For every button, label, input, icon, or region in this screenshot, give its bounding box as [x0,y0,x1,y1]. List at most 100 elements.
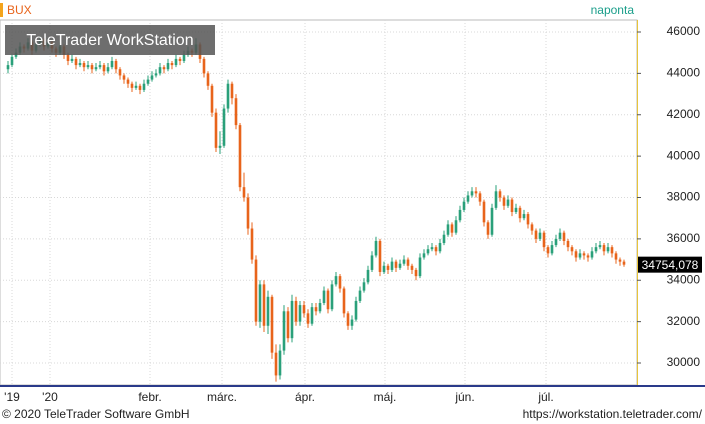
candle-body [622,261,626,265]
candle-body [466,195,470,202]
candle-body [426,249,430,254]
candle-body [430,247,434,250]
x-tick-label: júl. [537,390,553,404]
candle-body [166,63,170,70]
candle-body [506,199,510,206]
candle-body [346,313,350,326]
copyright: © 2020 TeleTrader Software GmbH [2,407,190,421]
candle-body [162,67,166,70]
candle-body [146,79,150,84]
y-tick-label: 38000 [667,190,701,204]
candle-body [406,259,410,266]
candle-body [554,238,558,246]
candle-body [558,232,562,239]
candle-body [370,255,374,270]
candle-body [74,58,78,66]
watermark-box [5,25,215,55]
candle-body [454,220,458,233]
candle-body [106,67,110,72]
candle-body [206,73,210,86]
candle-body [402,259,406,264]
plot [0,20,637,385]
candle-body [318,303,322,312]
candle-body [534,230,538,239]
candle-body [362,282,366,291]
candle-body [374,240,378,256]
candle-body [170,63,174,66]
candle-body [542,232,546,248]
candle-body [594,247,598,252]
candle-body [214,112,218,148]
candle-body [566,240,570,248]
candle-body [202,58,206,74]
candle-body [502,197,506,206]
candle-body [334,276,338,285]
candle-body [414,269,418,277]
candle-body [510,199,514,212]
candle-body [470,191,474,196]
candle-body [258,284,262,322]
y-tick-label: 30000 [667,355,701,369]
candle-body [390,261,394,270]
y-tick-label: 40000 [667,148,701,162]
candle-body [458,209,462,221]
candle-body [82,63,86,68]
candle-body [438,243,442,252]
candle-body [578,253,582,258]
y-tick-label: 44000 [667,66,701,80]
candle-body [550,245,554,254]
candle-body [134,85,138,88]
candle-body [446,224,450,235]
candle-body [394,261,398,268]
candle-body [130,83,134,88]
candle-body [150,75,154,80]
candle-body [94,67,98,70]
candle-body [138,85,142,90]
candle-body [122,75,126,80]
candle-body [418,257,422,277]
candle-body [70,58,74,61]
candle-body [326,290,330,310]
candle-body [270,296,274,353]
candle-body [442,234,446,244]
candle-body [514,207,518,212]
candle-body [158,67,162,74]
x-tick-label: jún. [454,390,474,404]
candle-body [570,247,574,252]
candle-body [274,352,278,376]
candle-body [154,73,158,76]
x-tick-label: '19 [4,390,20,404]
candle-body [126,79,130,84]
candle-body [114,60,118,70]
candle-body [310,307,314,324]
candle-body [546,247,550,254]
candle-body [350,319,354,326]
interval: naponta [591,3,635,17]
y-tick-label: 36000 [667,231,701,245]
candle-body [482,201,486,223]
candle-body [618,259,622,262]
candle-body [278,350,282,376]
candle-body [434,247,438,252]
candle-body [142,83,146,90]
candle-body [398,263,402,268]
candle-body [98,65,102,68]
candle-body [378,240,382,272]
candle-body [222,108,226,146]
candle-body [486,222,490,235]
x-tick-label: '20 [42,390,58,404]
candle-body [218,145,222,148]
candle-body [242,187,246,198]
candle-body [338,276,342,289]
x-tick-label: ápr. [295,390,315,404]
candle-body [10,56,14,66]
candle-body [230,83,234,99]
candle-body [478,193,482,202]
candle-body [614,253,618,260]
candle-body [450,224,454,233]
y-tick-label: 46000 [667,24,701,38]
candle-body [282,311,286,351]
candle-body [118,69,122,76]
